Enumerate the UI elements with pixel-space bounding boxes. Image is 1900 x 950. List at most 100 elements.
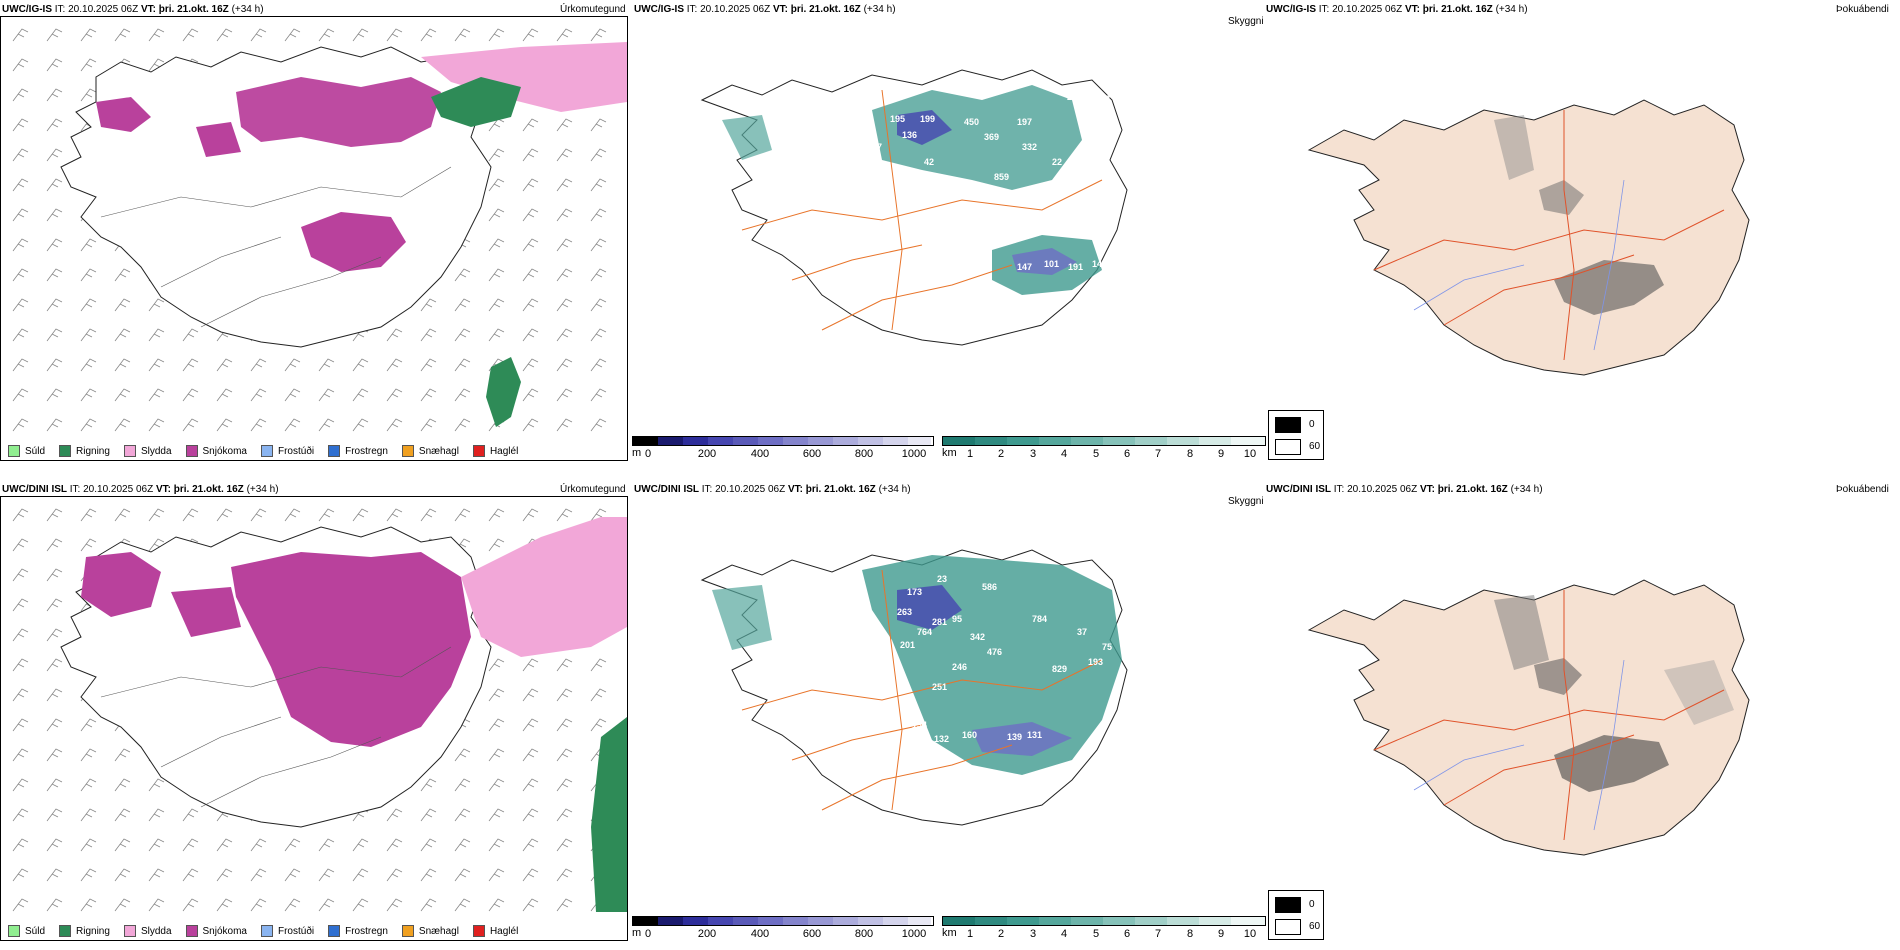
wind-barb bbox=[12, 118, 29, 132]
legend-item: Frostregn bbox=[328, 925, 388, 937]
wind-barb bbox=[46, 568, 63, 582]
wind-barb bbox=[352, 388, 369, 402]
wind-barb bbox=[522, 898, 539, 912]
wind-barb bbox=[80, 58, 97, 72]
tick-label: 9 bbox=[1217, 928, 1225, 940]
tick-label: 0 bbox=[644, 448, 652, 460]
legend-item: Haglél bbox=[472, 925, 518, 937]
tick-label: 800 bbox=[854, 448, 874, 460]
wind-barb bbox=[250, 418, 267, 432]
tick-label: 7 bbox=[1154, 448, 1162, 460]
snow-area bbox=[171, 587, 241, 637]
colorbar-cell bbox=[1199, 437, 1231, 445]
wind-barb bbox=[488, 718, 505, 732]
wind-barb bbox=[522, 868, 539, 882]
wind-barb bbox=[114, 778, 131, 792]
rain-area bbox=[486, 357, 521, 427]
wind-barb bbox=[46, 868, 63, 882]
wind-barb bbox=[420, 808, 437, 822]
tick-label: 8 bbox=[1186, 928, 1194, 940]
cloud-base-value: 369 bbox=[984, 132, 999, 142]
wind-barb bbox=[148, 898, 165, 912]
tick-label: 200 bbox=[697, 928, 717, 940]
cloudbase-colorbar: m 0 200 400 600 800 1000 bbox=[632, 916, 934, 942]
wind-barb bbox=[284, 358, 301, 372]
wind-barb bbox=[12, 88, 29, 102]
wind-barb bbox=[80, 538, 97, 552]
fog-area bbox=[1534, 658, 1582, 695]
wind-barb bbox=[556, 388, 573, 402]
wind-barb bbox=[522, 658, 539, 672]
wind-barb bbox=[454, 838, 471, 852]
variable-label: Úrkomutegund bbox=[560, 4, 626, 15]
wind-barb bbox=[590, 508, 607, 522]
wind-barb bbox=[590, 328, 607, 342]
wind-barb bbox=[80, 328, 97, 342]
legend-label: Frostúði bbox=[277, 445, 315, 457]
wind-barb bbox=[114, 868, 131, 882]
wind-barb bbox=[386, 358, 403, 372]
wind-barb bbox=[182, 418, 199, 432]
legend-item: Súld bbox=[8, 925, 45, 937]
colorbar-cell bbox=[783, 437, 808, 445]
wind-barb bbox=[488, 658, 505, 672]
legend-item: Slydda bbox=[123, 925, 172, 937]
wind-barb bbox=[590, 28, 607, 42]
snow-area bbox=[96, 97, 151, 132]
colorbar-cell bbox=[975, 917, 1007, 925]
wind-barb bbox=[80, 778, 97, 792]
wind-barb bbox=[556, 208, 573, 222]
variable-label: Úrkomutegund bbox=[560, 484, 626, 495]
wind-barb bbox=[80, 718, 97, 732]
variable-label: Þokuábendi bbox=[1836, 4, 1889, 15]
legend-item: Rigning bbox=[59, 925, 110, 937]
tick-label: 1000 bbox=[901, 448, 927, 460]
colorbar-cell bbox=[1103, 917, 1135, 925]
wind-barb bbox=[386, 808, 403, 822]
wind-barb bbox=[46, 748, 63, 762]
wind-barb bbox=[556, 418, 573, 432]
fog-area bbox=[1554, 735, 1669, 792]
colorbar-unit: km bbox=[942, 927, 957, 939]
legend-item: Snæhagl bbox=[401, 445, 459, 457]
tick-label: 3 bbox=[1029, 448, 1037, 460]
wind-barb bbox=[522, 328, 539, 342]
wind-barb bbox=[318, 28, 335, 42]
wind-barb bbox=[488, 688, 505, 702]
fog-swatch-dark bbox=[1275, 417, 1301, 433]
wind-barb bbox=[318, 358, 335, 372]
model-name: UWC/DINI ISL bbox=[1266, 484, 1331, 495]
colorbar-cell bbox=[658, 437, 683, 445]
wind-barb bbox=[46, 658, 63, 672]
wind-barb bbox=[488, 268, 505, 282]
wind-barb bbox=[556, 898, 573, 912]
lead-time: (+34 h) bbox=[246, 484, 279, 495]
tick-label: 3 bbox=[1029, 928, 1037, 940]
legend-label: Slydda bbox=[140, 925, 172, 937]
model-name: UWC/IG-IS bbox=[634, 4, 684, 15]
wind-barb bbox=[114, 28, 131, 42]
wind-barb bbox=[556, 328, 573, 342]
wind-barb bbox=[148, 298, 165, 312]
fog-map bbox=[1307, 99, 1750, 376]
cloud-base-value: 319 bbox=[840, 602, 855, 612]
wind-barb bbox=[80, 418, 97, 432]
legend-swatch bbox=[185, 925, 198, 937]
wind-barb bbox=[46, 58, 63, 72]
init-time: IT: 20.10.2025 06Z bbox=[54, 4, 139, 15]
wind-barb bbox=[12, 58, 29, 72]
wind-barb bbox=[488, 238, 505, 252]
wind-barb bbox=[522, 268, 539, 282]
cloud-base-value: 24 bbox=[1067, 92, 1077, 102]
wind-barb bbox=[420, 778, 437, 792]
legend-swatch bbox=[59, 445, 72, 457]
wind-barb bbox=[216, 868, 233, 882]
wind-barb bbox=[556, 298, 573, 312]
wind-barb bbox=[46, 688, 63, 702]
wind-barb bbox=[46, 328, 63, 342]
wind-barb bbox=[318, 868, 335, 882]
wind-barb bbox=[454, 388, 471, 402]
wind-barb bbox=[216, 418, 233, 432]
wind-barb bbox=[80, 298, 97, 312]
colorbar-cell bbox=[1167, 437, 1199, 445]
